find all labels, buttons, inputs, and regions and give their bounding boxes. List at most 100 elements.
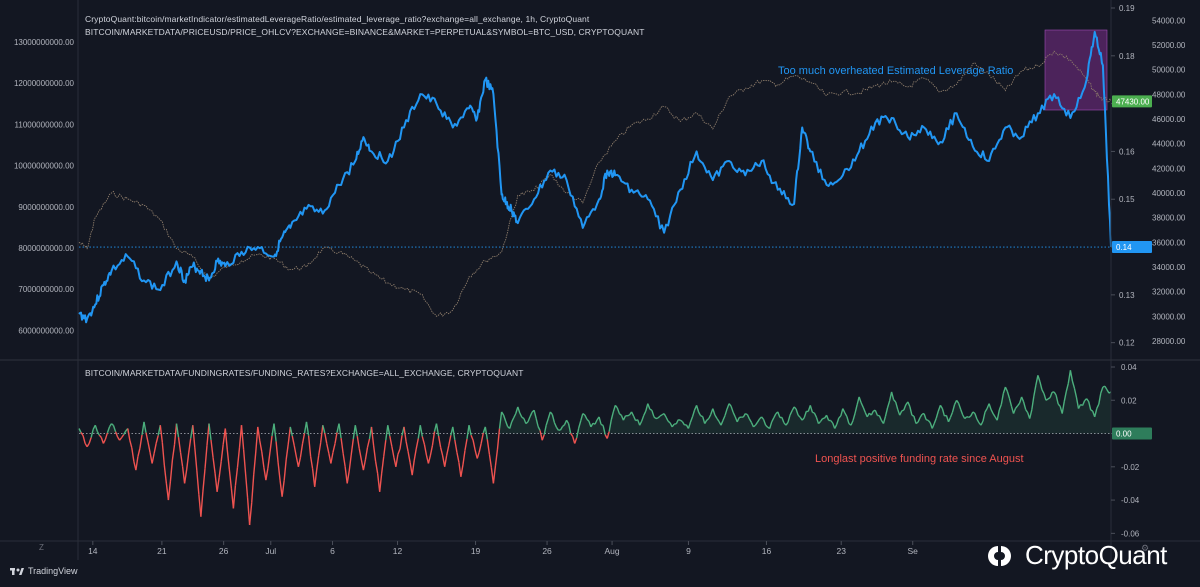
funding-segment: [893, 399, 897, 403]
funding-segment: [706, 417, 710, 421]
gear-icon[interactable]: ⚙: [1141, 543, 1150, 553]
funding-segment: [145, 432, 149, 443]
funding-segment: [1025, 409, 1029, 413]
funding-segment: [842, 408, 846, 414]
funding-segment: [878, 415, 883, 421]
funding-segment: [578, 420, 582, 429]
funding-segment: [173, 423, 178, 445]
funding-segment: [470, 434, 474, 441]
funding-segment: [474, 449, 478, 459]
funding-segment: [267, 451, 271, 469]
funding-segment: [1096, 403, 1100, 409]
funding-segment: [641, 415, 645, 422]
funding-segment: [387, 425, 391, 437]
funding-positive-area: [79, 370, 1111, 434]
funding-segment: [320, 425, 324, 443]
funding-segment: [862, 407, 866, 413]
funding-segment: [494, 449, 499, 466]
funding-segment: [1100, 386, 1104, 394]
funding-segment: [462, 450, 466, 465]
funding-segment: [789, 410, 793, 416]
price-tick-label: 52000.00: [1152, 41, 1186, 50]
funding-segment: [202, 468, 206, 492]
funding-segment: [466, 425, 470, 440]
funding-segment: [602, 425, 606, 435]
funding-segment: [119, 437, 123, 441]
funding-segment: [112, 425, 117, 433]
funding-segment: [94, 424, 98, 432]
funding-segment: [78, 428, 82, 433]
funding-segment: [1098, 392, 1102, 405]
funding-segment: [724, 408, 728, 416]
funding-tick-label: 0.04: [1121, 363, 1137, 372]
funding-segment: [114, 431, 119, 438]
funding-segment: [1014, 405, 1019, 409]
funding-segment: [797, 414, 801, 418]
funding-segment: [704, 419, 708, 424]
leverage-annotation: Too much overheated Estimated Leverage R…: [778, 65, 1014, 77]
funding-segment: [567, 423, 572, 434]
funding-segment: [651, 410, 655, 417]
funding-segment: [210, 439, 214, 458]
funding-segment: [137, 448, 141, 457]
funding-segment: [539, 430, 543, 441]
funding-segment: [527, 416, 531, 423]
funding-segment: [411, 460, 415, 476]
funding-segment: [183, 469, 188, 484]
funding-segment: [970, 411, 974, 417]
funding-segment: [513, 413, 517, 419]
funding-segment: [129, 440, 133, 448]
funding-segment: [886, 400, 891, 409]
funding-segment: [700, 415, 703, 418]
funding-segment: [903, 404, 907, 411]
funding-segment: [214, 473, 218, 492]
funding-segment: [951, 404, 956, 413]
funding-segment: [517, 406, 521, 414]
funding-segment: [890, 391, 895, 400]
funding-segment: [732, 411, 736, 418]
funding-segment: [504, 420, 509, 427]
funding-segment: [1008, 398, 1013, 407]
zoom-icon[interactable]: Z: [39, 543, 44, 552]
price-tick-label: 40000.00: [1152, 189, 1186, 198]
funding-segment: [123, 430, 127, 435]
funding-segment: [637, 419, 641, 426]
funding-segment: [218, 461, 222, 478]
funding-segment: [1031, 396, 1035, 410]
funding-segment: [186, 452, 190, 470]
funding-segment: [179, 452, 184, 467]
funding-segment: [944, 414, 947, 417]
funding-segment: [502, 414, 507, 422]
tradingview-logo[interactable]: TradingView: [10, 566, 78, 576]
funding-segment: [614, 404, 618, 409]
funding-segment: [830, 420, 834, 424]
x-tick-label: 23: [836, 546, 846, 556]
funding-segment: [739, 416, 742, 419]
price-tick-label: 46000.00: [1152, 115, 1186, 124]
funding-segment: [484, 426, 488, 440]
funding-segment: [809, 405, 814, 413]
funding-segment: [659, 414, 663, 417]
tradingview-label: TradingView: [28, 566, 78, 576]
funding-segment: [939, 404, 943, 409]
funding-segment: [1004, 386, 1009, 392]
funding-segment: [988, 403, 992, 410]
funding-segment: [1020, 396, 1025, 403]
funding-segment: [565, 419, 570, 425]
funding-segment: [356, 436, 360, 449]
funding-segment: [1055, 394, 1059, 405]
funding-segment: [909, 406, 913, 416]
funding-segment: [645, 403, 649, 412]
funding-segment: [334, 432, 338, 444]
funding-segment: [338, 423, 342, 439]
funding-segment: [933, 417, 937, 424]
left-axis-tick-label: 7000000000.00: [18, 285, 74, 294]
funding-segment: [362, 459, 367, 471]
funding-series-title: BITCOIN/MARKETDATA/FUNDINGRATES/FUNDING_…: [85, 368, 524, 378]
funding-segment: [261, 451, 265, 468]
funding-segment: [730, 405, 734, 413]
funding-segment: [913, 415, 917, 424]
funding-segment: [1071, 380, 1076, 389]
funding-segment: [543, 425, 547, 435]
